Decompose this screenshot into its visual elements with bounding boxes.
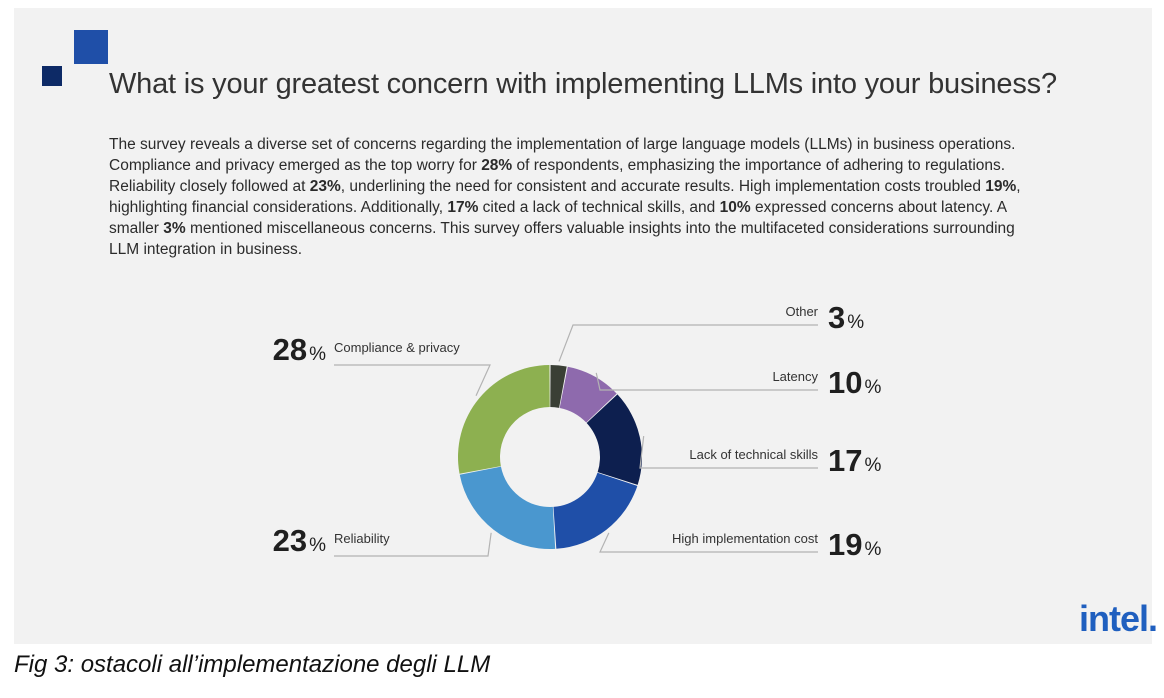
intro-text: , highlighting financial considerations.… bbox=[109, 178, 1021, 216]
intro-text: mentioned miscellaneous concerns. This s… bbox=[109, 220, 1015, 258]
intro-highlight: 19% bbox=[985, 178, 1017, 195]
leader-line bbox=[334, 364, 491, 397]
donut-slice bbox=[559, 366, 617, 423]
intro-text: expressed concerns about latency. A smal… bbox=[109, 199, 1007, 237]
percent-symbol: % bbox=[309, 344, 326, 365]
intro-highlight: 23% bbox=[309, 178, 341, 195]
percent-symbol: % bbox=[864, 455, 881, 476]
percent-symbol: % bbox=[847, 312, 864, 333]
intro-paragraph: The survey reveals a diverse set of conc… bbox=[109, 134, 1049, 260]
donut-slice bbox=[553, 472, 638, 549]
slice-value: 10 bbox=[828, 365, 862, 400]
donut-slice bbox=[586, 394, 642, 485]
logo-square-small bbox=[42, 66, 62, 86]
slice-label: Lack of technical skills bbox=[689, 447, 818, 462]
intro-text: cited a lack of technical skills, and bbox=[478, 199, 720, 216]
slice-label: High implementation cost bbox=[672, 531, 818, 546]
intel-logo: intel. bbox=[1079, 598, 1158, 639]
percent-symbol: % bbox=[864, 539, 881, 560]
intro-text: , underlining the need for consistent an… bbox=[340, 178, 986, 195]
leader-line bbox=[595, 372, 818, 391]
leader-line bbox=[334, 532, 492, 557]
intro-highlight: 17% bbox=[447, 199, 479, 216]
percent-symbol: % bbox=[309, 535, 326, 556]
slice-label: Reliability bbox=[334, 531, 390, 546]
slice-value: 3 bbox=[828, 300, 845, 335]
slice-value: 17 bbox=[828, 443, 862, 478]
slice-value: 19 bbox=[828, 527, 862, 562]
leader-line bbox=[599, 532, 818, 553]
intro-highlight: 28% bbox=[481, 157, 513, 174]
leader-line bbox=[558, 324, 818, 362]
slice-value: 23 bbox=[273, 523, 307, 558]
intro-text: of respondents, emphasizing the importan… bbox=[109, 157, 1006, 195]
slice-label: Latency bbox=[772, 369, 818, 384]
logo-square-large bbox=[74, 30, 108, 64]
slice-label: Other bbox=[785, 304, 818, 319]
donut-slice bbox=[550, 365, 567, 408]
percent-symbol: % bbox=[864, 377, 881, 398]
slice-value: 28 bbox=[273, 332, 307, 367]
donut-slice bbox=[459, 466, 556, 549]
leader-line bbox=[639, 435, 818, 469]
intro-text: The survey reveals a diverse set of conc… bbox=[109, 136, 1016, 174]
slice-label: Compliance & privacy bbox=[334, 340, 460, 355]
page-title: What is your greatest concern with imple… bbox=[109, 68, 1057, 100]
figure-caption: Fig 3: ostacoli all’implementazione degl… bbox=[14, 651, 491, 678]
intro-highlight: 10% bbox=[719, 199, 751, 216]
donut-slice bbox=[458, 365, 550, 474]
intro-highlight: 3% bbox=[163, 220, 186, 237]
